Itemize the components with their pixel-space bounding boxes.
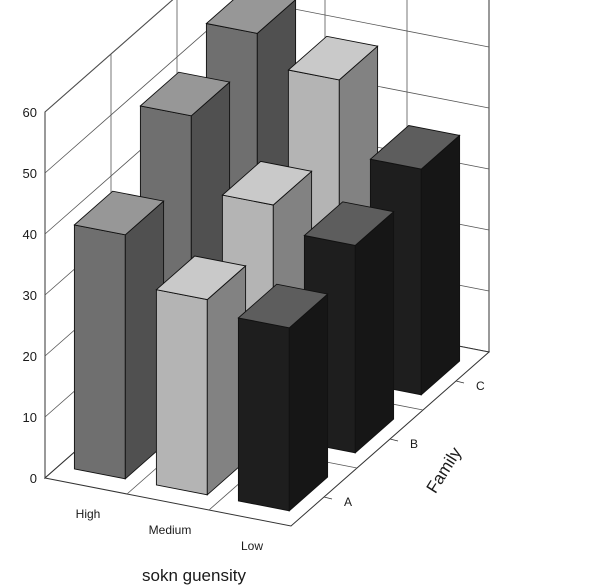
bar-high-a (73, 190, 165, 480)
bar-front-face (73, 224, 126, 480)
bar-top-face (369, 125, 461, 170)
depth-tick (455, 380, 465, 384)
y-tick-label: 40 (23, 227, 37, 242)
depth-category-label: C (476, 379, 485, 393)
x-category-label: Medium (149, 523, 192, 537)
bar-side-face (354, 210, 395, 454)
y-tick-label: 20 (23, 349, 37, 364)
y-tick-label: 10 (23, 410, 37, 425)
bar-low-a (237, 283, 329, 512)
y-tick-label: 60 (23, 105, 37, 120)
y-tick-label: 0 (30, 471, 37, 486)
bar-top-face (221, 160, 313, 206)
chart-bars (73, 0, 461, 512)
bar-top-face (303, 201, 395, 246)
depth-category-label: A (344, 495, 352, 509)
depth-category-label: B (410, 437, 418, 451)
bar-side-face (420, 134, 461, 396)
bar-top-face (237, 283, 329, 329)
bar-front-face (155, 289, 208, 496)
y-tick-label: 50 (23, 166, 37, 181)
x-axis-title: sokn guensity (142, 566, 246, 585)
x-category-label: High (76, 507, 101, 521)
bar-side-face (288, 293, 329, 512)
bar-top-face (73, 190, 165, 236)
bar-medium-a (155, 255, 247, 496)
bar-top-face (155, 255, 247, 301)
bar-top-face (287, 35, 379, 81)
bar-front-face (237, 317, 290, 512)
depth-tick (323, 496, 333, 500)
depth-axis-title: Family (423, 444, 466, 497)
bar-top-face (139, 71, 231, 117)
bar-top-face (205, 0, 296, 34)
y-tick-label: 30 (23, 288, 37, 303)
x-category-label: Low (241, 539, 263, 553)
depth-tick (389, 438, 399, 442)
